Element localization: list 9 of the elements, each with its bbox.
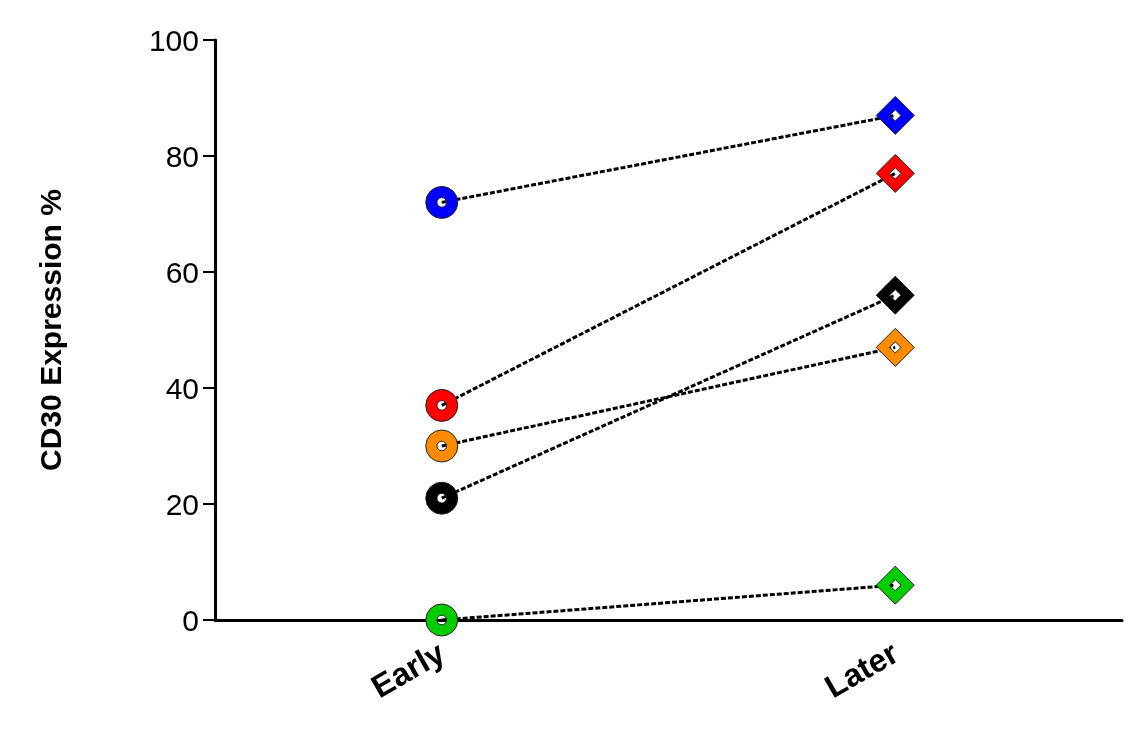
- y-tick-label: 40: [165, 371, 199, 405]
- y-tick-label: 80: [165, 139, 199, 173]
- y-tick-label: 100: [148, 23, 199, 57]
- y-axis-title: CD30 Expression %: [33, 189, 67, 471]
- y-tick-label: 60: [165, 255, 199, 289]
- y-tick-label: 0: [182, 603, 199, 637]
- x-tick-label: Early: [364, 634, 451, 705]
- x-tick-label: Later: [818, 634, 905, 705]
- y-tick-label: 20: [165, 487, 199, 521]
